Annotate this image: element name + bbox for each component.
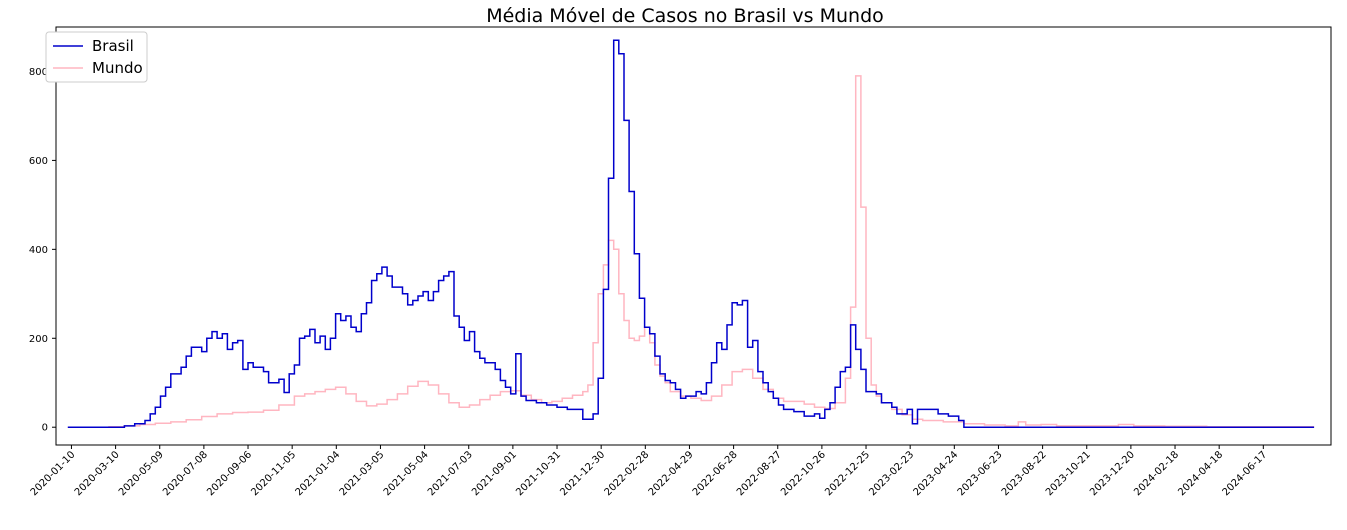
x-tick-label: 2023-02-23 — [867, 449, 916, 498]
x-tick-label: 2022-08-27 — [735, 449, 784, 498]
x-tick-label: 2022-04-29 — [647, 449, 696, 498]
x-tick-label: 2021-12-30 — [558, 449, 607, 498]
y-axis: 0 200 400 600 800 — [29, 67, 56, 434]
legend-label-mundo: Mundo — [92, 59, 143, 77]
x-tick-label: 2023-08-22 — [1000, 449, 1049, 498]
x-tick-label: 2020-03-10 — [73, 449, 122, 498]
y-tick-label: 600 — [29, 156, 48, 167]
x-tick-label: 2021-07-03 — [426, 449, 475, 498]
y-tick-label: 400 — [29, 245, 48, 256]
x-tick-label: 2022-12-25 — [823, 449, 872, 498]
series-line-brasil — [67, 39, 1315, 428]
x-tick-label: 2023-04-24 — [912, 449, 961, 498]
x-tick-label: 2022-10-26 — [779, 449, 828, 498]
x-tick-label: 2020-09-06 — [205, 449, 254, 498]
x-tick-label: 2021-03-05 — [338, 449, 387, 498]
series-layer — [67, 39, 1315, 428]
plot-area — [55, 26, 1332, 446]
x-tick-label: 2020-05-09 — [117, 449, 166, 498]
x-tick-label: 2024-04-18 — [1176, 449, 1225, 498]
x-tick-label: 2023-10-21 — [1044, 449, 1093, 498]
x-tick-label: 2020-11-05 — [249, 449, 298, 498]
x-axis: 2020-01-102020-03-102020-05-092020-07-08… — [29, 445, 1270, 498]
legend-box — [45, 31, 148, 83]
x-tick-label: 2024-02-18 — [1132, 449, 1181, 498]
y-tick-label: 800 — [29, 67, 48, 78]
x-tick-label: 2024-06-17 — [1221, 449, 1270, 498]
y-tick-label: 200 — [29, 334, 48, 345]
legend-label-brasil: Brasil — [92, 37, 134, 55]
x-tick-label: 2020-01-10 — [29, 449, 78, 498]
x-tick-label: 2021-10-31 — [514, 449, 563, 498]
x-tick-label: 2020-07-08 — [161, 449, 210, 498]
y-tick-label: 0 — [42, 423, 48, 434]
legend: Brasil Mundo — [45, 31, 148, 83]
x-tick-label: 2022-06-28 — [691, 449, 740, 498]
series-line-mundo — [67, 75, 1315, 428]
x-tick-label: 2021-01-04 — [294, 449, 343, 498]
x-tick-label: 2021-09-01 — [470, 449, 519, 498]
x-tick-label: 2022-02-28 — [603, 449, 652, 498]
x-tick-label: 2023-12-20 — [1088, 449, 1137, 498]
x-tick-label: 2023-06-23 — [956, 449, 1005, 498]
x-tick-label: 2021-05-04 — [382, 449, 431, 498]
chart-title: Média Móvel de Casos no Brasil vs Mundo — [486, 5, 884, 27]
